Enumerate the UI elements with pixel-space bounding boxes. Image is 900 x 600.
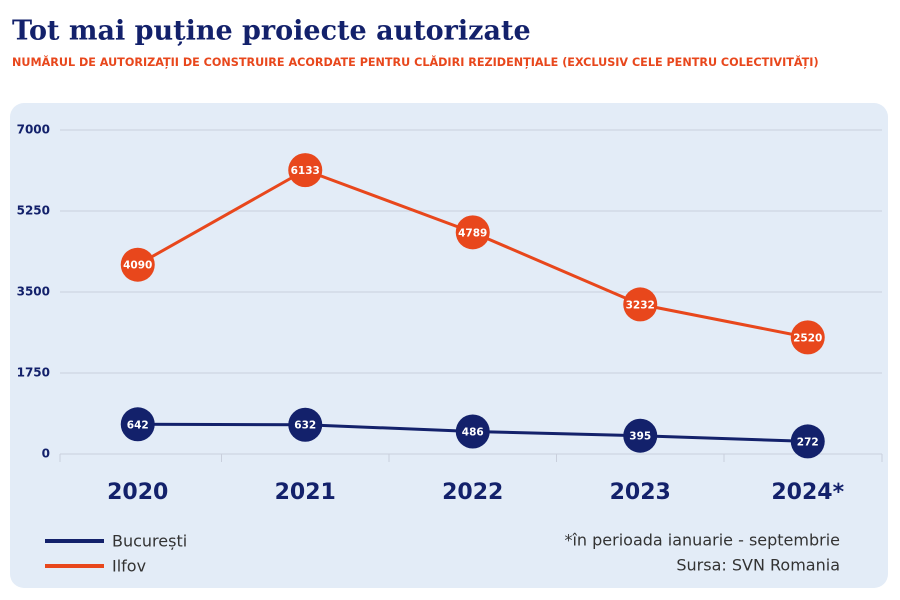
point (623, 287, 658, 322)
point (623, 418, 658, 453)
y-tick-label: 0 (42, 447, 50, 461)
x-tick-label: 2023 (610, 480, 671, 505)
panel (10, 103, 888, 588)
data-label: 4789 (458, 227, 487, 239)
y-tick-label: 7000 (17, 123, 50, 137)
data-label: 486 (462, 427, 484, 439)
data-label: 6133 (291, 165, 320, 177)
note: *în perioada ianuarie - septembrie (564, 531, 840, 550)
chart-title: Tot mai puține proiecte autorizate (12, 16, 531, 47)
y-tick-label: 5250 (17, 204, 50, 218)
data-label: 4090 (123, 260, 152, 272)
legend-label: București (112, 532, 187, 551)
x-tick-label: 2024* (771, 480, 844, 505)
y-tick-label: 1750 (17, 366, 50, 380)
legend-label: Ilfov (112, 557, 146, 576)
point (288, 407, 323, 442)
point (455, 414, 490, 449)
point (120, 407, 155, 442)
x-tick-label: 2021 (275, 480, 336, 505)
chart-subtitle: NUMĂRUL DE AUTORIZAȚII DE CONSTRUIRE ACO… (12, 56, 819, 69)
data-label: 642 (127, 419, 149, 431)
data-label: 2520 (793, 332, 822, 344)
data-label: 272 (797, 436, 819, 448)
y-tick-label: 3500 (17, 285, 50, 299)
x-tick-label: 2022 (442, 480, 503, 505)
source: Sursa: SVN Romania (676, 556, 840, 575)
point (790, 320, 825, 355)
point (455, 215, 490, 250)
point (120, 247, 155, 282)
point (288, 153, 323, 188)
data-label: 3232 (626, 299, 655, 311)
point (790, 424, 825, 459)
x-tick-label: 2020 (107, 480, 168, 505)
data-label: 632 (294, 420, 316, 432)
data-label: 395 (629, 431, 651, 443)
